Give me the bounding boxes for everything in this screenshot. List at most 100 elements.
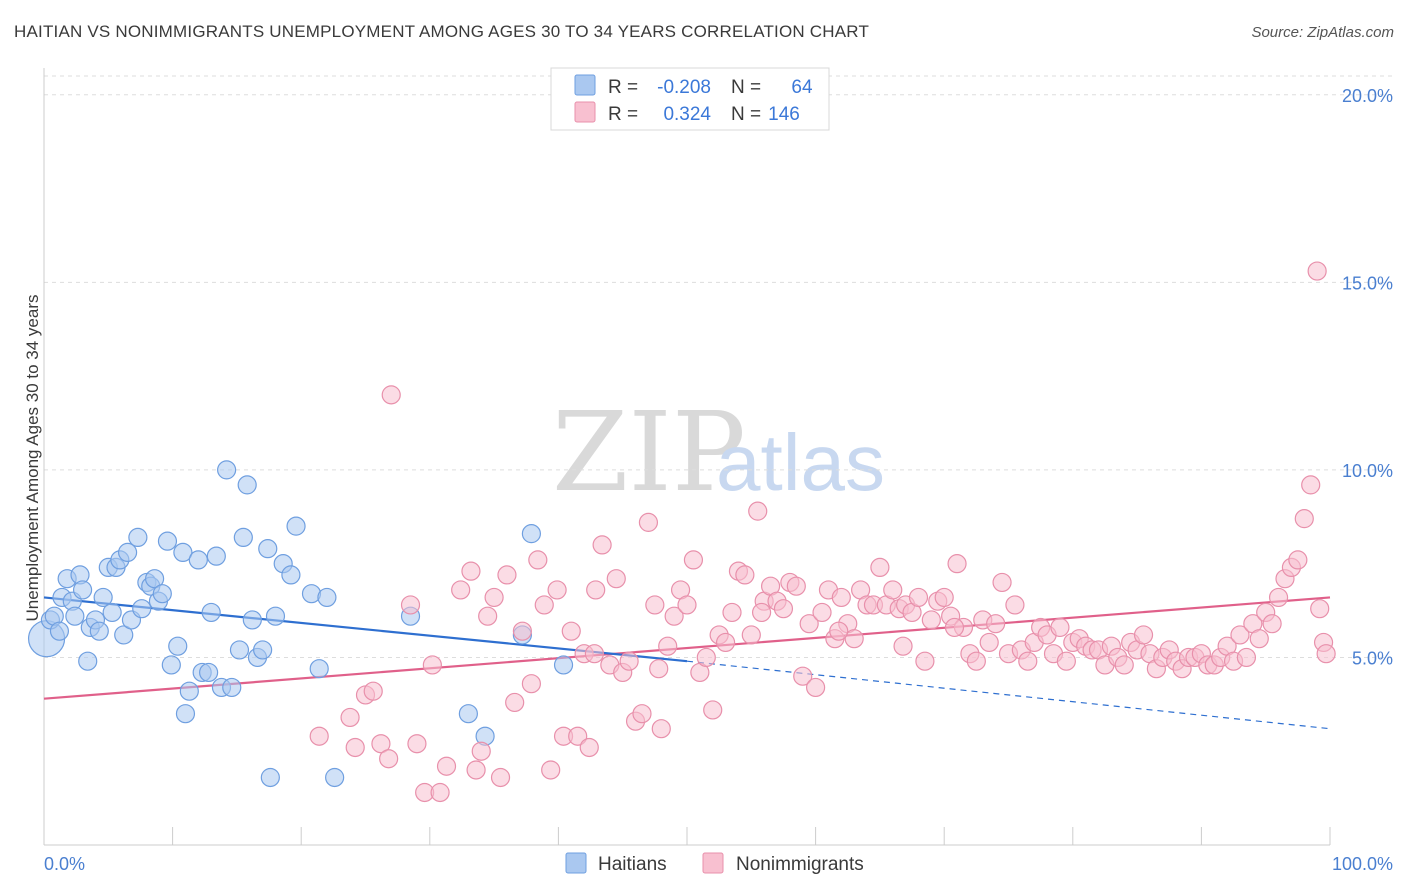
point-nonimmigrants <box>505 692 525 713</box>
point-nonimmigrants <box>561 621 581 641</box>
legend-n-value-1: 64 <box>791 77 813 98</box>
point-nonimmigrants <box>345 737 365 758</box>
point-haitians <box>175 704 196 724</box>
point-nonimmigrants <box>870 557 890 578</box>
point-haitians <box>265 606 286 626</box>
gridlines <box>44 75 1395 658</box>
point-nonimmigrants <box>883 580 903 600</box>
point-haitians <box>117 542 138 563</box>
haitians-series <box>27 460 574 788</box>
legend-swatch-nonimmigrants <box>574 101 596 123</box>
point-haitians <box>49 621 70 641</box>
point-nonimmigrants <box>751 602 772 623</box>
point-nonimmigrants <box>844 629 864 649</box>
point-haitians <box>458 704 478 724</box>
point-nonimmigrants <box>1005 595 1025 615</box>
point-nonimmigrants <box>722 602 742 623</box>
point-haitians <box>132 599 152 619</box>
point-nonimmigrants <box>703 700 723 720</box>
point-nonimmigrants <box>541 760 561 780</box>
point-nonimmigrants <box>645 595 665 615</box>
point-nonimmigrants <box>436 756 457 776</box>
point-haitians <box>161 655 181 675</box>
point-nonimmigrants <box>921 610 941 630</box>
x-tick-max: 100.0% <box>1332 854 1393 874</box>
point-haitians <box>157 531 178 551</box>
point-nonimmigrants <box>1307 261 1327 281</box>
point-nonimmigrants <box>986 614 1006 634</box>
point-nonimmigrants <box>534 595 554 615</box>
point-nonimmigrants <box>1301 475 1321 495</box>
point-nonimmigrants <box>619 651 639 671</box>
point-nonimmigrants <box>947 554 967 574</box>
point-nonimmigrants <box>793 666 813 686</box>
point-nonimmigrants <box>979 632 999 653</box>
point-nonimmigrants <box>584 644 605 664</box>
point-nonimmigrants <box>683 550 704 570</box>
point-nonimmigrants <box>484 587 504 608</box>
legend-n-label-2: N = <box>731 104 761 125</box>
point-haitians <box>286 516 306 536</box>
point-nonimmigrants <box>1262 614 1282 634</box>
point-nonimmigrants <box>831 587 851 608</box>
point-haitians <box>260 767 280 788</box>
point-nonimmigrants <box>1249 629 1269 649</box>
legend-swatch-haitians <box>574 74 596 96</box>
point-nonimmigrants <box>944 617 965 638</box>
trend-line-nonimmigrants <box>43 596 1331 700</box>
point-nonimmigrants <box>586 580 606 600</box>
point-haitians <box>553 655 574 675</box>
point-nonimmigrants <box>512 621 532 641</box>
point-nonimmigrants <box>407 734 427 754</box>
point-nonimmigrants <box>497 565 517 585</box>
bottom-swatch-haitians <box>565 852 587 874</box>
bottom-legend-nonimmigrants: Nonimmigrants <box>736 854 864 875</box>
point-haitians <box>188 550 208 570</box>
point-nonimmigrants <box>677 595 697 615</box>
point-nonimmigrants <box>422 655 442 675</box>
chart-title: HAITIAN VS NONIMMIGRANTS UNEMPLOYMENT AM… <box>14 22 870 41</box>
legend-r-value-1: -0.208 <box>657 77 711 98</box>
point-haitians <box>168 636 188 656</box>
point-haitians <box>78 651 98 671</box>
point-nonimmigrants <box>915 651 935 671</box>
point-nonimmigrants <box>649 659 669 679</box>
y-tick-label: 10.0% <box>1342 461 1393 481</box>
point-nonimmigrants <box>812 602 832 623</box>
point-nonimmigrants <box>1056 651 1076 671</box>
point-haitians <box>237 475 257 495</box>
point-nonimmigrants <box>381 385 401 405</box>
point-nonimmigrants <box>735 565 755 585</box>
point-nonimmigrants <box>1114 655 1134 675</box>
bottom-swatch-nonimmigrants <box>702 852 724 874</box>
point-nonimmigrants <box>490 767 511 788</box>
point-nonimmigrants <box>568 726 588 746</box>
axes <box>43 68 1331 846</box>
point-nonimmigrants <box>893 636 913 656</box>
point-nonimmigrants <box>478 606 498 626</box>
point-nonimmigrants <box>748 501 768 521</box>
point-nonimmigrants <box>715 632 736 653</box>
point-nonimmigrants <box>1050 617 1070 638</box>
point-nonimmigrants <box>1268 587 1289 608</box>
legend-n-value-2: 146 <box>768 104 800 125</box>
point-nonimmigrants <box>658 636 678 656</box>
point-nonimmigrants <box>340 707 360 728</box>
point-haitians <box>102 602 122 623</box>
point-nonimmigrants <box>664 606 684 626</box>
point-haitians <box>65 606 85 626</box>
point-haitians <box>93 587 113 608</box>
point-nonimmigrants <box>400 595 421 615</box>
watermark: ZIP atlas <box>552 388 885 516</box>
point-haitians <box>152 584 172 604</box>
point-nonimmigrants <box>1294 509 1314 529</box>
point-haitians <box>521 524 541 544</box>
point-nonimmigrants <box>1230 625 1250 645</box>
point-nonimmigrants <box>934 587 954 608</box>
point-nonimmigrants <box>309 726 329 746</box>
point-haitians <box>242 610 262 630</box>
point-nonimmigrants <box>521 674 541 694</box>
point-nonimmigrants <box>1018 651 1038 671</box>
legend-box <box>550 67 830 131</box>
